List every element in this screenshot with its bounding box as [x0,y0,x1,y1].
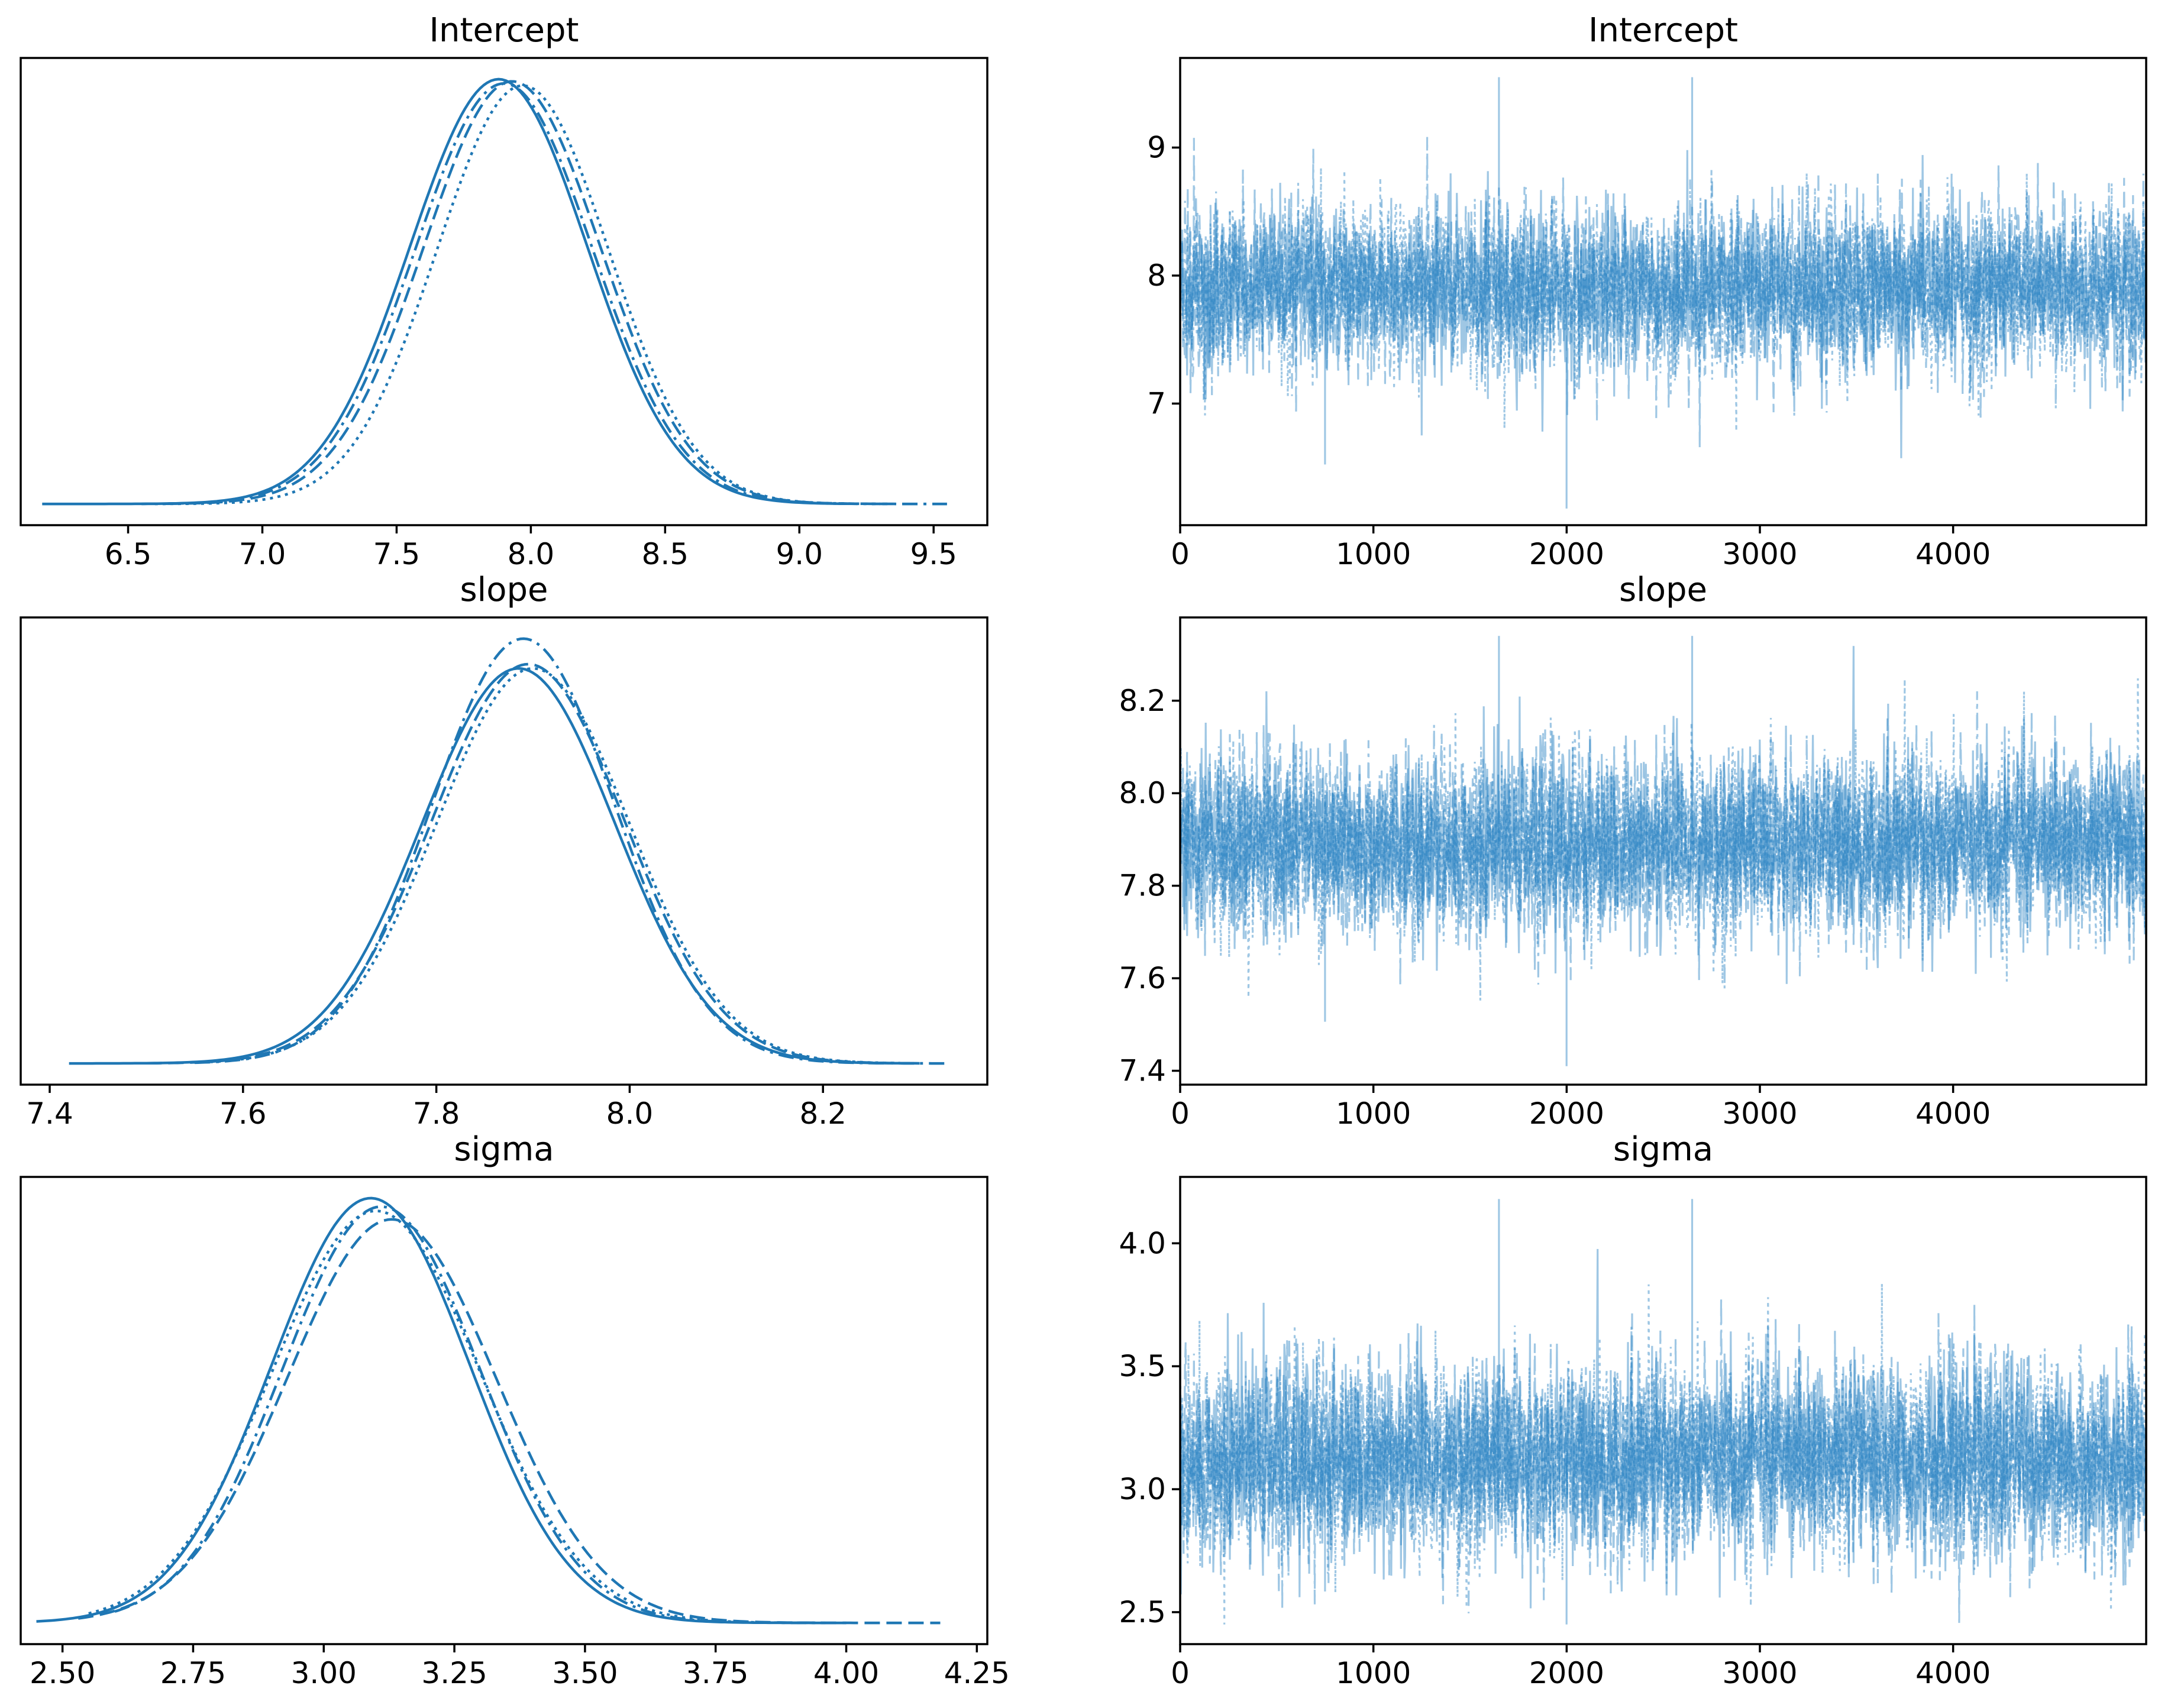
x-tick-label: 1000 [1336,537,1411,571]
trace-panel-3: slope 0 1000 2000 3000 4000 7.4 7.6 7.8 8.0 8.2 [1119,571,2147,1131]
kde-line-chain-3 [114,1205,826,1625]
x-tick-label: 0 [1171,1096,1190,1131]
plot-area [36,1196,941,1625]
x-tick-label: 1000 [1336,1656,1411,1690]
trace-line-chain-3 [1180,691,2146,989]
axes-frame [1179,57,2147,526]
x-tick-label: 0 [1171,537,1190,571]
x-tick-label: 7.6 [219,1096,267,1131]
x-tick-label: 8.5 [642,537,689,571]
x-tick-label: 2000 [1529,537,1604,571]
y-tick-label: 4.0 [1119,1226,1166,1260]
plot-area [42,77,947,506]
x-tick-label: 7.4 [26,1096,73,1131]
plot-area [69,637,949,1065]
trace-extremes [1324,636,1694,1066]
trace-line-chain-0 [1180,150,2146,458]
kde-line-chain-3 [168,82,947,506]
axes-frame [1179,616,2147,1086]
x-tick-label: 3000 [1722,1096,1797,1131]
kde-panel-0: Intercept 6.5 7.0 7.5 8.0 8.5 9.0 9.5 [20,11,988,571]
trace-line-chain-1 [1180,163,2146,448]
kde-panel-2: slope 7.4 7.6 7.8 8.0 8.2 [20,571,988,1131]
x-tick-label: 8.0 [606,1096,654,1131]
x-tick-label: 4.00 [813,1656,879,1690]
trace-panel-1: Intercept 0 1000 2000 3000 4000 7 8 9 [1147,11,2147,571]
x-tick-label: 7.5 [373,537,421,571]
x-tick-label: 3.25 [421,1656,487,1690]
trace-line-chain-2 [1180,1283,2146,1625]
trace-line-chain-0 [1180,1248,2146,1609]
x-tick-label: 3000 [1722,1656,1797,1690]
axes-frame [20,57,988,526]
panel-title: slope [1619,571,1707,609]
panel-title: sigma [1613,1130,1713,1169]
y-tick-label: 7.4 [1119,1054,1166,1088]
plot-area [1180,77,2146,509]
x-tick-label: 4000 [1915,537,1991,571]
kde-line-chain-3 [195,637,949,1065]
y-tick-label: 2.5 [1119,1595,1166,1629]
y-tick-label: 3.5 [1119,1349,1166,1383]
trace-line-chain-2 [1180,167,2146,432]
kde-line-chain-2 [88,1209,820,1625]
panel-title: slope [460,571,548,609]
x-tick-label: 7.8 [413,1096,460,1131]
y-tick-label: 7 [1147,386,1166,420]
y-tick-label: 8.2 [1119,684,1166,718]
trace-line-chain-0 [1180,646,2146,984]
y-tick-label: 9 [1147,131,1166,165]
x-tick-label: 0 [1171,1656,1190,1690]
trace-line-chain-1 [1180,1310,2146,1623]
panel-title: sigma [454,1130,554,1169]
x-tick-label: 9.0 [776,537,823,571]
trace-extremes [1324,77,1694,509]
x-tick-label: 2000 [1529,1656,1604,1690]
y-tick-label: 3.0 [1119,1472,1166,1506]
x-tick-label: 3.75 [683,1656,748,1690]
x-tick-label: 2000 [1529,1096,1604,1131]
x-tick-label: 8.0 [508,537,555,571]
kde-line-chain-1 [146,662,910,1065]
x-tick-label: 9.5 [910,537,957,571]
plot-area [1180,1199,2146,1625]
x-tick-label: 3.50 [552,1656,618,1690]
panel-title: Intercept [429,11,579,50]
y-tick-label: 7.8 [1119,869,1166,903]
axes-frame [20,1176,988,1645]
trace-line-chain-2 [1180,678,2146,1001]
trace-extremes [1324,1199,1694,1625]
kde-line-chain-1 [77,1218,941,1625]
trace-panel-5: sigma 0 1000 2000 3000 4000 2.5 3.0 3.5 4.0 [1119,1130,2147,1690]
x-tick-label: 7.0 [239,537,286,571]
trace-line-chain-3 [1180,1297,2146,1613]
x-tick-label: 3.00 [291,1656,357,1690]
x-tick-label: 3000 [1722,537,1797,571]
trace-line-chain-1 [1180,703,2146,981]
x-tick-label: 8.2 [799,1096,847,1131]
y-tick-label: 7.6 [1119,961,1166,995]
kde-panel-4: sigma 2.50 2.75 3.00 3.25 3.50 3.75 4.00 4.25 [20,1130,1010,1690]
axes-frame [20,616,988,1086]
x-tick-label: 4000 [1915,1656,1991,1690]
x-tick-label: 6.5 [105,537,152,571]
axes-frame [1179,1176,2147,1645]
plot-area [1180,636,2146,1066]
y-tick-label: 8.0 [1119,776,1166,810]
kde-line-chain-2 [154,84,880,506]
x-tick-label: 4000 [1915,1096,1991,1131]
trace-line-chain-3 [1180,137,2146,420]
x-tick-label: 1000 [1336,1096,1411,1131]
panel-title: Intercept [1588,11,1738,50]
x-tick-label: 2.75 [160,1656,226,1690]
y-tick-label: 8 [1147,258,1166,293]
x-tick-label: 2.50 [30,1656,95,1690]
x-tick-label: 4.25 [944,1656,1010,1690]
